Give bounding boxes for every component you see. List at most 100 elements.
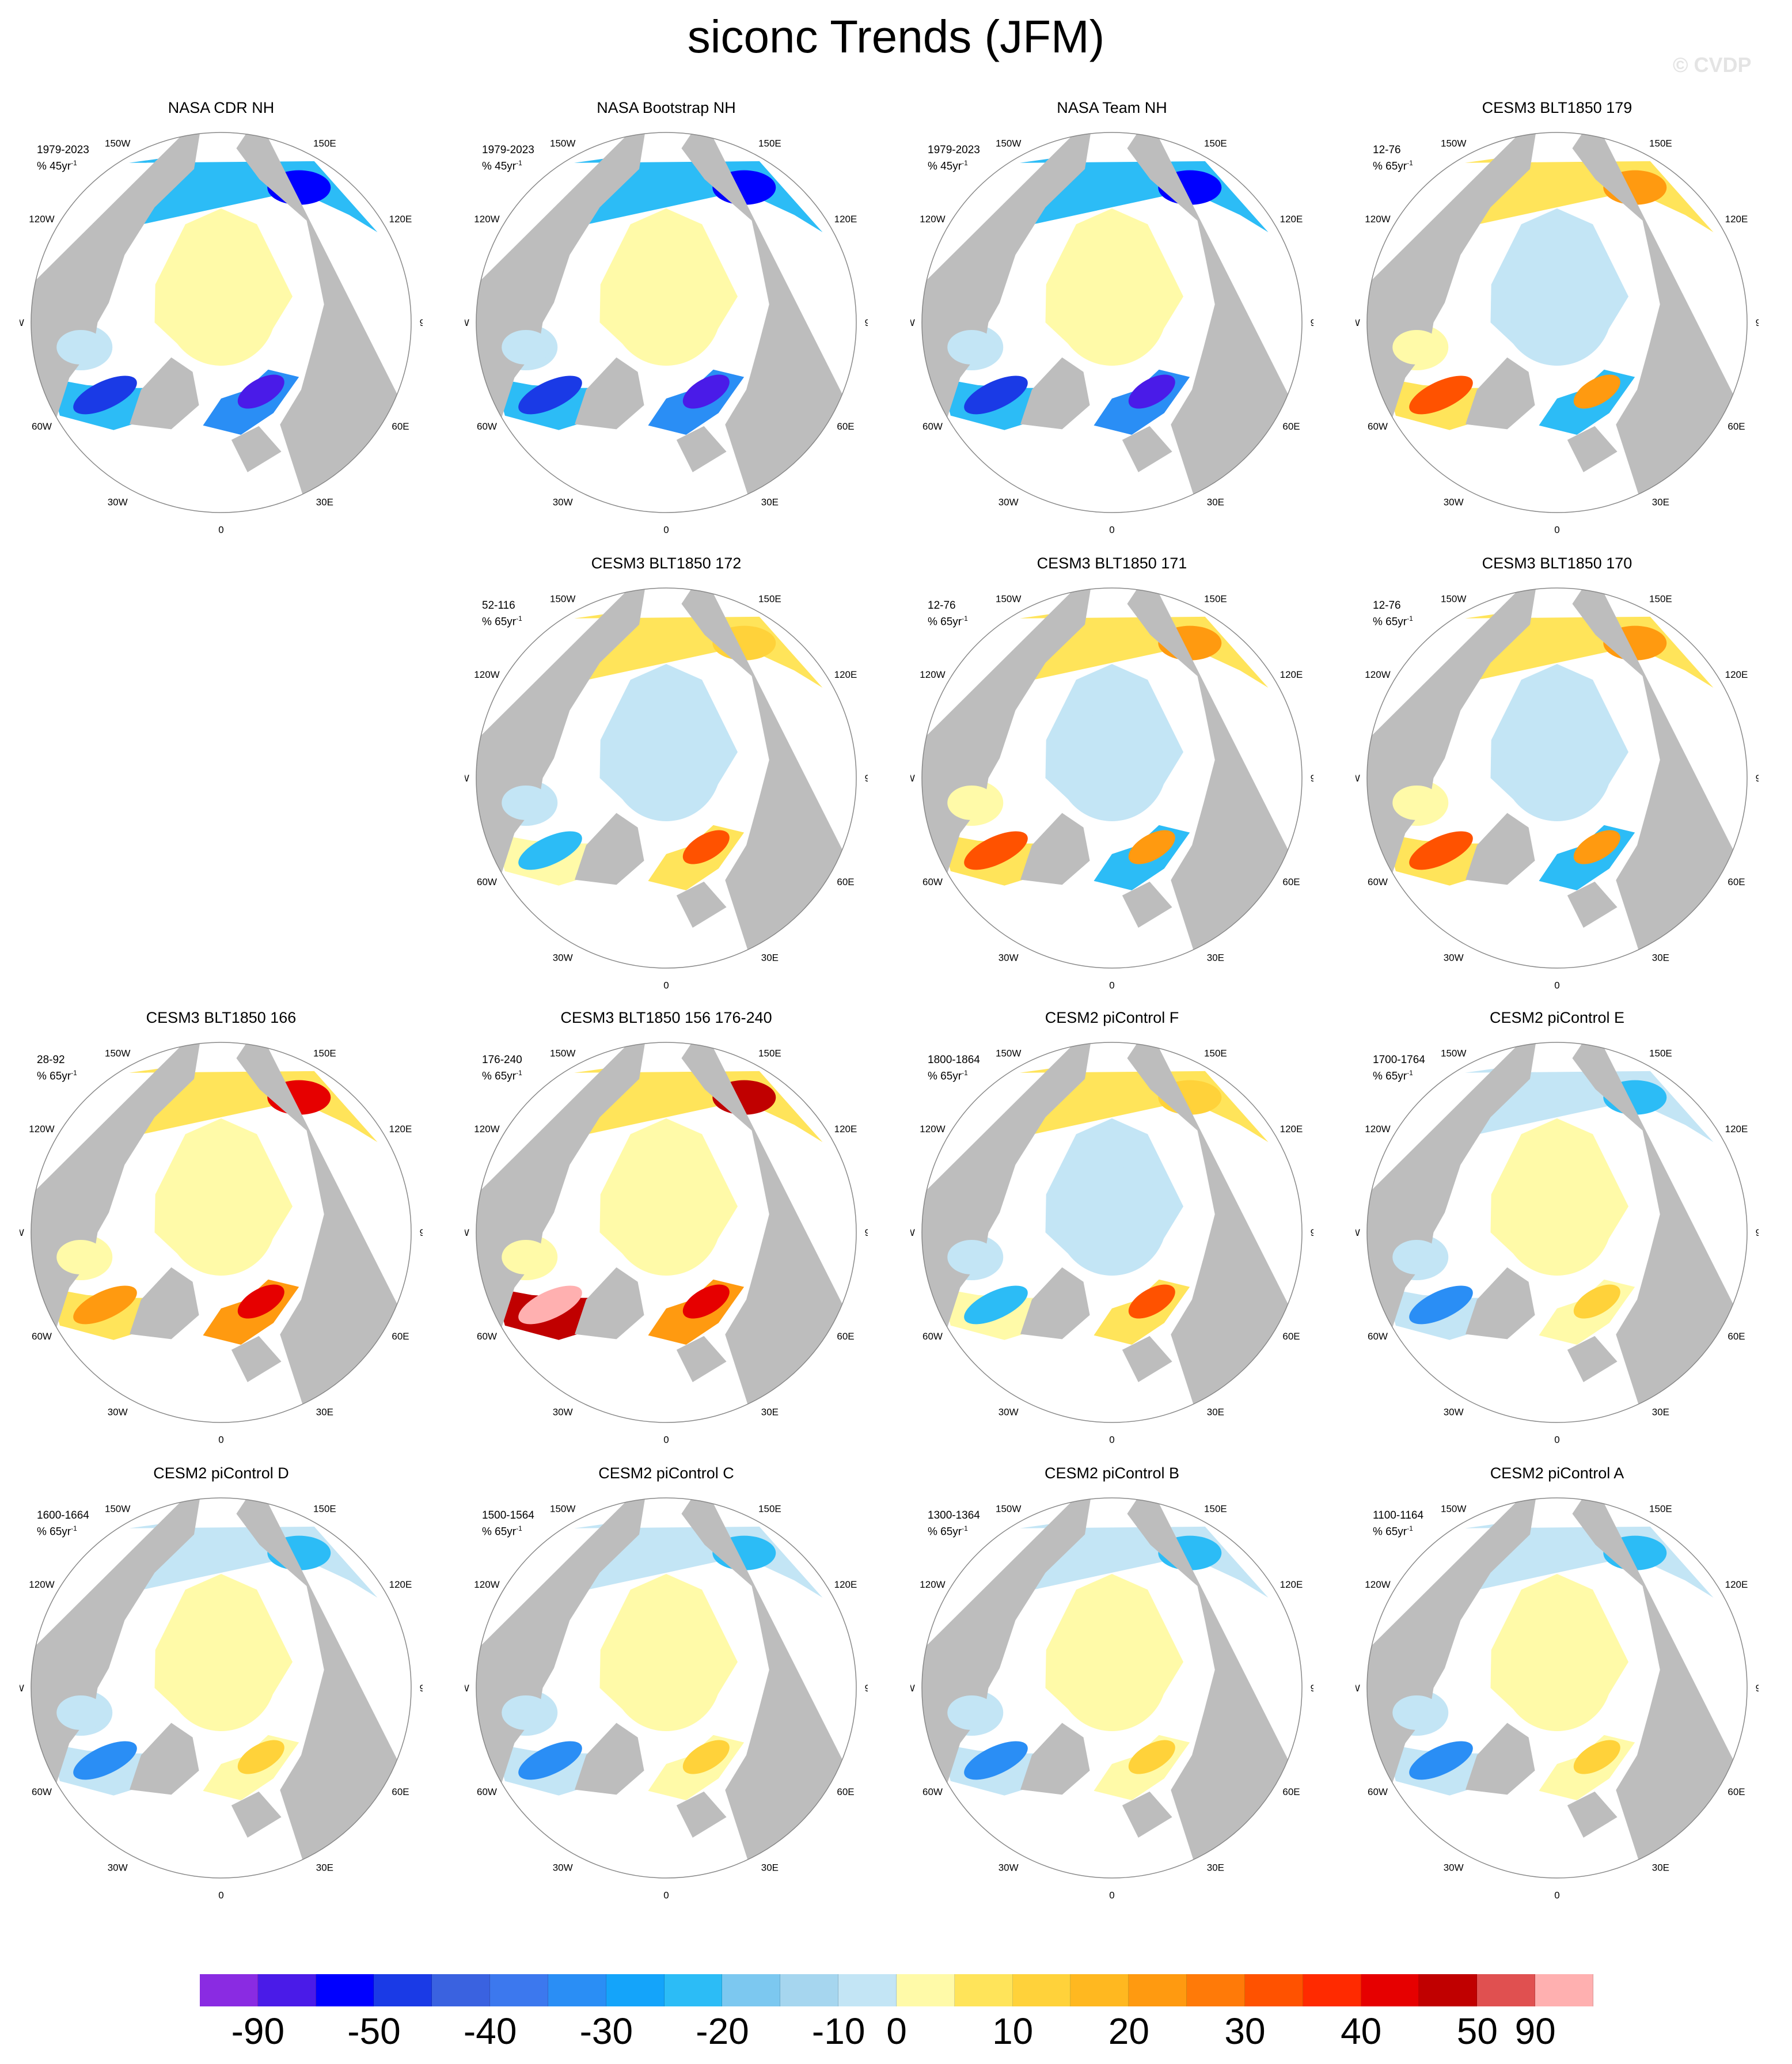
map-panel-p14: CESM2 piControl C 180150E120E90E60E30E030… — [465, 1464, 868, 1914]
lon-label: 150E — [1204, 1048, 1227, 1059]
lon-label: 30E — [1652, 1407, 1669, 1418]
map-panel-p2: NASA Bootstrap NH180150E120E90E60E30E030… — [465, 99, 868, 548]
land-north-america — [476, 132, 648, 418]
map-panel-p11: CESM2 piControl F180150E120E90E60E30E030… — [910, 1009, 1313, 1458]
lon-label: 90E — [1756, 1227, 1759, 1238]
map-panel-p7: CESM3 BLT1850 171180150E120E90E60E30E030… — [910, 555, 1313, 1004]
colorbar-tick-label: 20 — [1108, 2010, 1149, 2052]
land-eurasia — [236, 132, 411, 504]
lon-label: 30E — [1652, 1862, 1669, 1873]
land-greenland — [575, 1267, 644, 1340]
land-greenland — [575, 1722, 644, 1795]
colorbar-swatch — [1187, 1974, 1245, 2006]
lon-label: 90W — [910, 1227, 915, 1238]
panel-title: CESM3 BLT1850 171 — [1037, 555, 1187, 572]
lon-label: 120W — [474, 1124, 499, 1135]
lon-label: 60E — [1282, 1331, 1300, 1342]
lon-label: 30W — [998, 497, 1019, 508]
lon-label: 120W — [29, 1579, 54, 1590]
trend-unit: % 65yr — [1373, 160, 1407, 173]
panel-title: NASA Team NH — [1057, 99, 1167, 116]
colorbar-swatch — [664, 1974, 723, 2006]
map-panel-p6: CESM3 BLT1850 172180150E120E90E60E30E030… — [465, 555, 868, 1004]
panel-title: CESM3 BLT1850 170 — [1482, 555, 1632, 572]
polar-map: 180150E120E90E60E30E030W60W90W120W150W — [1356, 1486, 1759, 1901]
period-annotation: 28-92 % 65yr-1 — [37, 1054, 77, 1083]
land-scandinavia — [676, 426, 727, 472]
lon-label: 120W — [1365, 1579, 1390, 1590]
figure-title: siconc Trends (JFM) — [687, 11, 1105, 62]
lon-label: 0 — [1109, 1890, 1114, 1901]
polar-map: 180150E120E90E60E30E030W60W90W120W150W — [465, 121, 868, 536]
land-greenland — [1020, 357, 1090, 430]
panel-title: CESM2 piControl C — [598, 1464, 734, 1482]
polar-map: 180150E120E90E60E30E030W60W90W120W150W — [1356, 121, 1759, 536]
lon-label: 150W — [996, 138, 1021, 149]
colorbar-swatch — [316, 1974, 374, 2006]
trend-unit-exponent: -1 — [1407, 159, 1413, 167]
colorbar-swatch — [1477, 1974, 1536, 2006]
lon-label: 0 — [218, 1890, 223, 1901]
colorbar-tick-label: 0 — [886, 2010, 907, 2052]
land-scandinavia — [1122, 881, 1172, 928]
lon-label: 30E — [1652, 497, 1669, 508]
panel-title: CESM3 BLT1850 179 — [1482, 99, 1632, 116]
period-range: 12-76 — [1373, 144, 1401, 156]
lon-label: 30E — [761, 497, 779, 508]
lon-label: 0 — [1109, 525, 1114, 536]
land-greenland — [130, 1267, 199, 1340]
lon-label: 120E — [389, 1579, 412, 1590]
lon-label: 120E — [834, 1579, 857, 1590]
land-north-america — [922, 1042, 1094, 1327]
land-scandinavia — [676, 1791, 727, 1838]
lon-label: 120W — [920, 1579, 945, 1590]
trend-unit-exponent: -1 — [516, 159, 522, 167]
lon-label: 150E — [758, 1048, 781, 1059]
colorbar-tick-label: 40 — [1341, 2010, 1382, 2052]
map-panel-p9: CESM3 BLT1850 166180150E120E90E60E30E030… — [20, 1009, 423, 1458]
lon-label: 120E — [1725, 669, 1748, 680]
panel-title: CESM3 BLT1850 172 — [591, 555, 742, 572]
trend-unit-exponent: -1 — [962, 614, 968, 623]
lon-label: 30E — [1207, 1862, 1224, 1873]
trend-unit-exponent: -1 — [71, 159, 77, 167]
colorbar-swatch — [1535, 1974, 1593, 2006]
lon-label: 0 — [218, 525, 223, 536]
colorbar-tick-label: 90 — [1514, 2010, 1556, 2052]
map-panel-p4: CESM3 BLT1850 179 180150E120E90E60E30E030… — [1356, 99, 1759, 548]
colorbar — [200, 1974, 1593, 2006]
polar-map: 180150E120E90E60E30E030W60W90W120W150W — [465, 1031, 868, 1445]
land-eurasia — [681, 132, 856, 504]
colorbar-swatch — [1361, 1974, 1419, 2006]
lon-label: 30E — [761, 1862, 779, 1873]
map-panel-p10: CESM3 BLT1850 156 176-240180150E120E90E6… — [465, 1009, 868, 1458]
polar-map: 180150E120E90E60E30E030W60W90W120W150W — [465, 1486, 868, 1901]
period-range: 1500-1564 — [482, 1509, 534, 1522]
lon-label: 60W — [477, 421, 497, 432]
colorbar-swatch — [954, 1974, 1013, 2006]
trend-unit: % 65yr — [482, 1526, 517, 1538]
lon-label: 90E — [1756, 317, 1759, 328]
land-scandinavia — [1122, 426, 1172, 472]
lon-label: 90E — [865, 773, 868, 784]
trend-unit: % 65yr — [1373, 616, 1407, 628]
colorbar-swatch — [1129, 1974, 1187, 2006]
lon-label: 30E — [1652, 953, 1669, 963]
lon-label: 120E — [389, 214, 412, 225]
colorbar-tick-label: 50 — [1456, 2010, 1498, 2052]
trend-unit-exponent: -1 — [1407, 1524, 1413, 1532]
lon-label: 0 — [663, 525, 669, 536]
lon-label: 150E — [758, 594, 781, 605]
lon-label: 120W — [1365, 669, 1390, 680]
lon-label: 30W — [108, 1407, 128, 1418]
land-north-america — [31, 1498, 203, 1783]
land-eurasia — [1572, 1042, 1747, 1414]
lon-label: 150E — [1649, 1504, 1672, 1515]
lon-label: 0 — [663, 1435, 669, 1445]
lon-label: 60W — [922, 421, 943, 432]
panel-title: CESM2 piControl A — [1490, 1464, 1624, 1482]
lon-label: 120W — [29, 1124, 54, 1135]
land-scandinavia — [1567, 1791, 1618, 1838]
colorbar-swatch — [838, 1974, 897, 2006]
map-panel-p16: CESM2 piControl A 180150E120E90E60E30E030… — [1356, 1464, 1759, 1914]
